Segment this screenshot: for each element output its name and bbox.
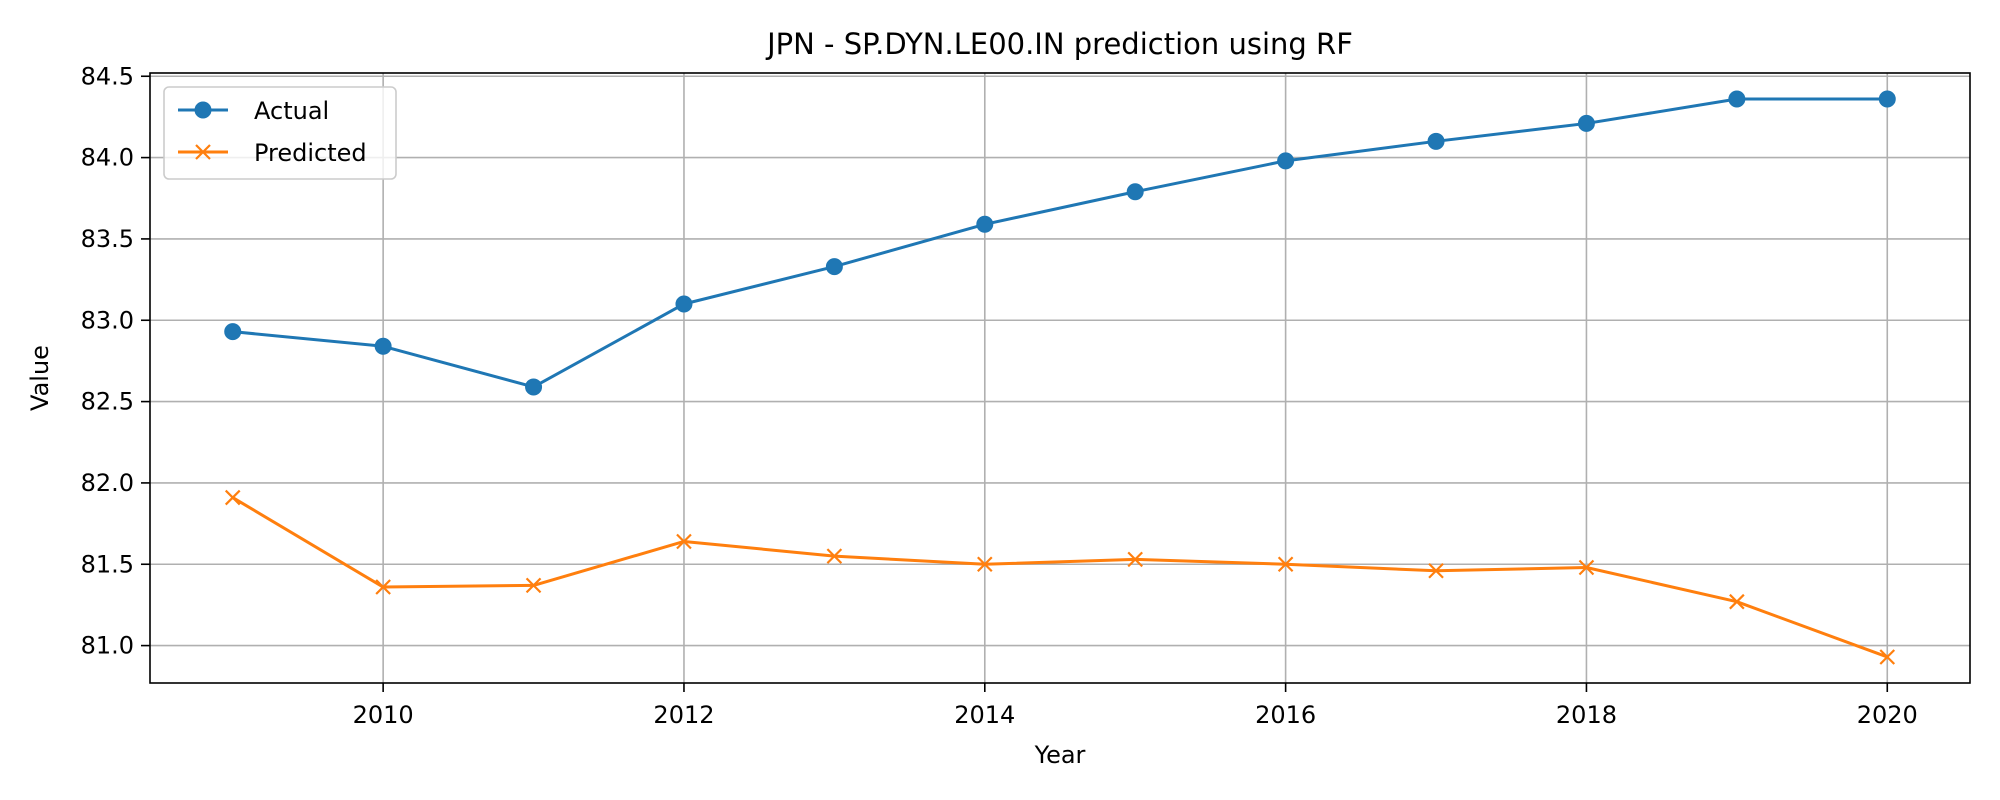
x-tick-label: 2020 bbox=[1857, 701, 1918, 729]
legend-item-predicted: Predicted bbox=[178, 139, 367, 167]
data-point-predicted bbox=[525, 577, 542, 594]
data-point-predicted bbox=[1879, 649, 1896, 665]
data-point-predicted bbox=[1578, 559, 1595, 576]
data-point-predicted bbox=[826, 548, 843, 564]
y-tick-label: 84.0 bbox=[81, 144, 134, 172]
data-point-predicted bbox=[224, 489, 241, 506]
legend-label-predicted: Predicted bbox=[254, 139, 367, 167]
data-point-actual bbox=[224, 323, 242, 341]
grid bbox=[150, 73, 1970, 683]
y-tick-label: 82.0 bbox=[81, 469, 134, 497]
legend: Actual Predicted bbox=[163, 86, 397, 180]
data-point-predicted bbox=[1729, 593, 1745, 610]
data-point-predicted bbox=[977, 556, 993, 573]
data-point-actual bbox=[1427, 132, 1445, 150]
series-actual bbox=[224, 90, 1896, 396]
data-point-predicted bbox=[1277, 556, 1294, 573]
legend-item-actual: Actual bbox=[178, 97, 329, 125]
x-tick-label: 2012 bbox=[653, 701, 714, 729]
data-point-actual bbox=[1577, 114, 1595, 132]
legend-marker-predicted bbox=[195, 144, 211, 160]
series-predicted bbox=[224, 489, 1896, 665]
x-tick-label: 2016 bbox=[1255, 701, 1316, 729]
axis-ticks: 2010 2012 2014 2016 2018 2020 81.0 81.5 82.0 82.5… bbox=[81, 62, 1918, 729]
plot-frame bbox=[149, 72, 1971, 684]
legend-marker-actual bbox=[194, 101, 212, 119]
x-tick-label: 2010 bbox=[353, 701, 414, 729]
data-point-actual bbox=[1728, 90, 1746, 108]
x-axis-label: Year bbox=[1034, 741, 1086, 769]
data-point-actual bbox=[1277, 152, 1295, 170]
data-point-predicted bbox=[375, 579, 391, 595]
y-tick-label: 83.5 bbox=[81, 225, 134, 253]
data-point-actual bbox=[1126, 183, 1144, 201]
y-tick-label: 84.5 bbox=[81, 62, 134, 90]
series-line-actual bbox=[232, 97, 1888, 389]
data-point-actual bbox=[675, 295, 693, 313]
data-point-predicted bbox=[676, 533, 692, 550]
x-tick-label: 2014 bbox=[954, 701, 1015, 729]
chart-title: JPN - SP.DYN.LE00.IN prediction using RF bbox=[765, 27, 1353, 61]
series-line-predicted bbox=[231, 496, 1888, 659]
data-point-predicted bbox=[1127, 551, 1143, 568]
x-tick-label: 2018 bbox=[1556, 701, 1617, 729]
data-point-actual bbox=[374, 337, 392, 355]
y-tick-label: 82.5 bbox=[81, 388, 134, 416]
legend-label-actual: Actual bbox=[254, 97, 329, 125]
y-tick-label: 83.0 bbox=[81, 306, 134, 334]
y-tick-label: 81.0 bbox=[81, 632, 134, 660]
data-point-actual bbox=[1878, 90, 1896, 108]
y-axis-label: Value bbox=[26, 345, 54, 411]
y-tick-label: 81.5 bbox=[81, 550, 134, 578]
data-point-actual bbox=[825, 258, 843, 276]
data-point-actual bbox=[976, 215, 994, 233]
series-layer bbox=[224, 90, 1896, 665]
data-point-actual bbox=[525, 378, 543, 396]
data-point-predicted bbox=[1428, 562, 1444, 579]
